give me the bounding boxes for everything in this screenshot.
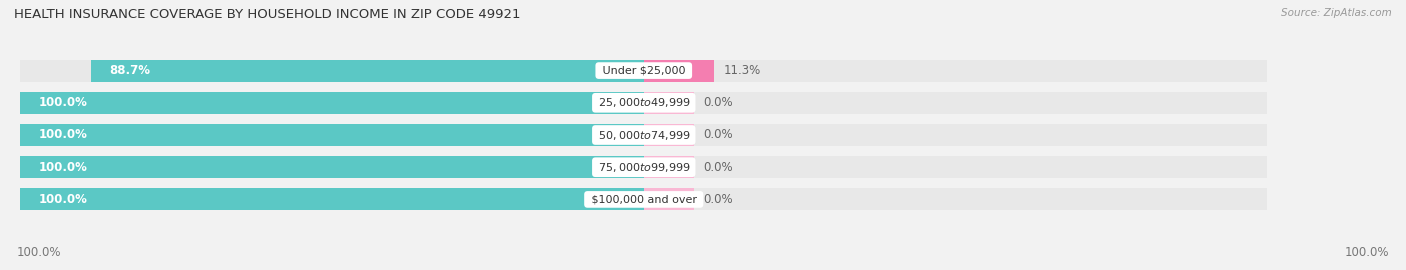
- Bar: [20, 60, 1267, 82]
- Bar: [644, 92, 693, 114]
- Bar: [91, 60, 644, 82]
- Bar: [20, 156, 1267, 178]
- Bar: [644, 188, 693, 210]
- Text: 11.3%: 11.3%: [724, 64, 761, 77]
- Text: 0.0%: 0.0%: [703, 193, 733, 206]
- Bar: [20, 92, 644, 114]
- Bar: [644, 124, 693, 146]
- Text: $25,000 to $49,999: $25,000 to $49,999: [595, 96, 692, 109]
- Text: $100,000 and over: $100,000 and over: [588, 194, 700, 204]
- Text: 0.0%: 0.0%: [703, 96, 733, 109]
- Text: $75,000 to $99,999: $75,000 to $99,999: [595, 161, 692, 174]
- Text: 100.0%: 100.0%: [17, 246, 62, 259]
- Text: 88.7%: 88.7%: [110, 64, 150, 77]
- Bar: [20, 124, 644, 146]
- Bar: [20, 188, 644, 210]
- Bar: [20, 124, 1267, 146]
- Text: Source: ZipAtlas.com: Source: ZipAtlas.com: [1281, 8, 1392, 18]
- Text: 100.0%: 100.0%: [39, 161, 87, 174]
- Text: 100.0%: 100.0%: [39, 193, 87, 206]
- Bar: [644, 60, 714, 82]
- Text: 100.0%: 100.0%: [1344, 246, 1389, 259]
- Text: 0.0%: 0.0%: [703, 161, 733, 174]
- Text: 100.0%: 100.0%: [39, 129, 87, 141]
- Text: HEALTH INSURANCE COVERAGE BY HOUSEHOLD INCOME IN ZIP CODE 49921: HEALTH INSURANCE COVERAGE BY HOUSEHOLD I…: [14, 8, 520, 21]
- Text: $50,000 to $74,999: $50,000 to $74,999: [595, 129, 692, 141]
- Bar: [20, 156, 644, 178]
- Legend: With Coverage, Without Coverage: With Coverage, Without Coverage: [572, 268, 834, 270]
- Bar: [20, 92, 1267, 114]
- Text: 0.0%: 0.0%: [703, 129, 733, 141]
- Text: 100.0%: 100.0%: [39, 96, 87, 109]
- Text: Under $25,000: Under $25,000: [599, 66, 689, 76]
- Bar: [644, 156, 693, 178]
- Bar: [20, 188, 1267, 210]
